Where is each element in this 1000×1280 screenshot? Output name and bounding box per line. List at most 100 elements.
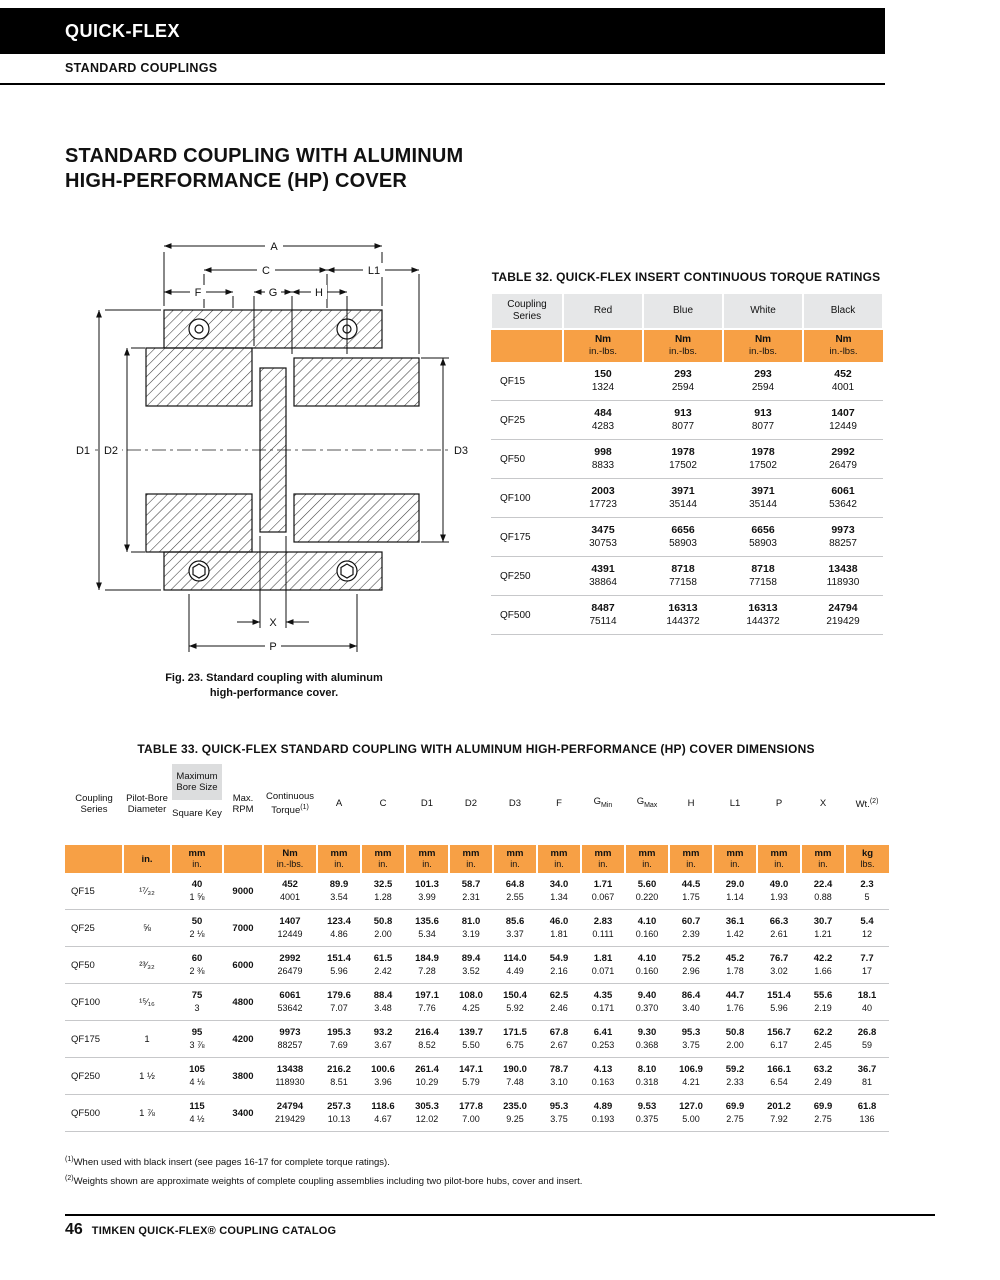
mm-value: 34.0: [549, 879, 569, 890]
mm-value: 36.1: [725, 916, 745, 927]
in-value: 0.067: [591, 892, 615, 902]
dimension-cell: 151.4 5.96: [317, 946, 361, 984]
v-top: mm: [770, 848, 788, 859]
unit-inlbs-label: in.-lbs.: [829, 346, 858, 357]
in-value: 4.49: [506, 966, 524, 976]
footer-rule: [65, 1214, 935, 1216]
torque-inlbs-value: 12449: [829, 421, 857, 432]
dimension-cell: 34.0 1.34: [537, 873, 581, 910]
mm-value: 69.9: [725, 1101, 745, 1112]
coupling-series-value: QF500: [65, 1094, 123, 1132]
dimension-cell: 123.4 4.86: [317, 909, 361, 947]
torque-table-row: QF25 484 4283 913 8077 913 8077 1407 12449: [491, 400, 883, 440]
mm-value: 1.81: [593, 953, 613, 964]
in-value: 1.75: [682, 892, 700, 902]
in-value: 5.96: [330, 966, 348, 976]
dimension-cell: 88.4 3.48: [361, 983, 405, 1021]
mm-value: 1.71: [593, 879, 613, 890]
brand-title: QUICK-FLEX: [65, 20, 180, 41]
in-value: 3.75: [682, 1040, 700, 1050]
in-value: 9.25: [506, 1114, 524, 1124]
mm-value: 54.9: [549, 953, 569, 964]
unit-cell: Nm in.-lbs.: [642, 328, 724, 362]
mm-value: 50.8: [373, 916, 393, 927]
in-value: 7.07: [330, 1003, 348, 1013]
v-top: in.: [141, 853, 153, 865]
dimension-cell: 44.7 1.76: [713, 983, 757, 1021]
unit-cell: mm in.: [316, 843, 362, 873]
column-header-label: GMin: [593, 796, 613, 809]
in-value: 0.163: [591, 1077, 615, 1087]
coupling-series-value: QF50: [491, 439, 563, 479]
unit-nm-label: Nm: [594, 334, 612, 345]
mm-value: 201.2: [767, 1101, 791, 1112]
v-top: kg: [861, 848, 874, 859]
dimensions-table-row: QF50 ²³⁄₃₂ 60 2 ⅜ 6000 2992 26479 151.4 5.96 61.5…: [65, 946, 889, 984]
dim-label-x: X: [269, 617, 277, 629]
mm-value: 76.7: [769, 953, 789, 964]
column-header: C: [361, 764, 405, 844]
figure-caption-line1: Fig. 23. Standard coupling with aluminum: [165, 672, 383, 684]
column-header-label: C: [379, 798, 387, 809]
in-value: 2.00: [726, 1040, 744, 1050]
in-value: 88257: [277, 1040, 303, 1050]
page-header-bar: QUICK-FLEX: [0, 8, 885, 54]
in-value: 1.34: [550, 892, 568, 902]
torque-table-row: QF15 150 1324 293 2594 293 2594 452 4001: [491, 362, 883, 401]
mm-value: 85.6: [505, 916, 525, 927]
torque-inlbs-value: 75114: [589, 616, 617, 627]
in-value: 7.00: [462, 1114, 480, 1124]
mm-value: 78.7: [549, 1064, 569, 1075]
dimension-cell: 151.4 5.96: [757, 983, 801, 1021]
dimension-cell: 18.1 40: [845, 983, 889, 1021]
in-value: 5.92: [506, 1003, 524, 1013]
dimension-cell: 50.8 2.00: [361, 909, 405, 947]
v-top: mm: [188, 848, 206, 859]
mm-value: 32.5: [373, 879, 393, 890]
torque-value-cell: 4391 38864: [563, 556, 643, 596]
in-value: 81: [861, 1077, 872, 1087]
coupling-series-value: QF500: [491, 595, 563, 635]
column-header: D2: [449, 764, 493, 844]
dim-label-l1: L1: [368, 265, 380, 277]
in-value: 26479: [277, 966, 303, 976]
torque-nm-value: 293: [754, 368, 772, 380]
in-value: 0.111: [592, 929, 614, 939]
coupling-series-value: QF15: [491, 362, 563, 401]
dimension-cell: 45.2 1.78: [713, 946, 757, 984]
dimension-cell: 8.10 0.318: [625, 1057, 669, 1095]
column-header-superscript: (2): [869, 798, 879, 806]
table32-header-row: Coupling Series Red Blue White Black: [490, 292, 884, 330]
max-bore-cell: 50 2 ⅛: [171, 909, 223, 947]
in-value: 17: [861, 966, 872, 976]
dimension-cell: 6061 53642: [263, 983, 317, 1021]
torque-nm-value: 452: [834, 368, 852, 380]
in-value: 10.29: [415, 1077, 439, 1087]
dimension-cell: 4.89 0.193: [581, 1094, 625, 1132]
dimension-cell: 101.3 3.99: [405, 873, 449, 910]
column-header-label: GMax: [636, 796, 658, 809]
unit-cell: mm in.: [404, 843, 450, 873]
in-value: 1.28: [374, 892, 392, 902]
in-value: 2.75: [726, 1114, 744, 1124]
bolt-bottom-right-hex: [340, 563, 354, 579]
table33-units-row: in. mm in. Nm in.-lbs. mm in. mm in. mm in. mm in. mm…: [65, 843, 889, 873]
v-bot: in.: [422, 859, 432, 869]
dimension-cell: 106.9 4.21: [669, 1057, 713, 1095]
mm-value: 89.9: [329, 879, 349, 890]
v-bot: in.: [686, 859, 696, 869]
mm-value: 151.4: [767, 990, 791, 1001]
column-header: D1: [405, 764, 449, 844]
v-bot: in.: [774, 859, 784, 869]
in-value: 0.071: [591, 966, 615, 976]
torque-nm-value: 13438: [828, 563, 858, 575]
in-value: 2.96: [682, 966, 700, 976]
torque-nm-value: 6656: [751, 524, 775, 536]
mm-value: 44.5: [681, 879, 701, 890]
bore-in-value: 2 ⅛: [189, 929, 205, 939]
mm-value: 58.7: [461, 879, 481, 890]
dimension-cell: 171.5 6.75: [493, 1020, 537, 1058]
column-header-label: Pilot-Bore Diameter: [126, 792, 168, 815]
mm-value: 305.3: [415, 1101, 439, 1112]
in-value: 8.51: [330, 1077, 348, 1087]
